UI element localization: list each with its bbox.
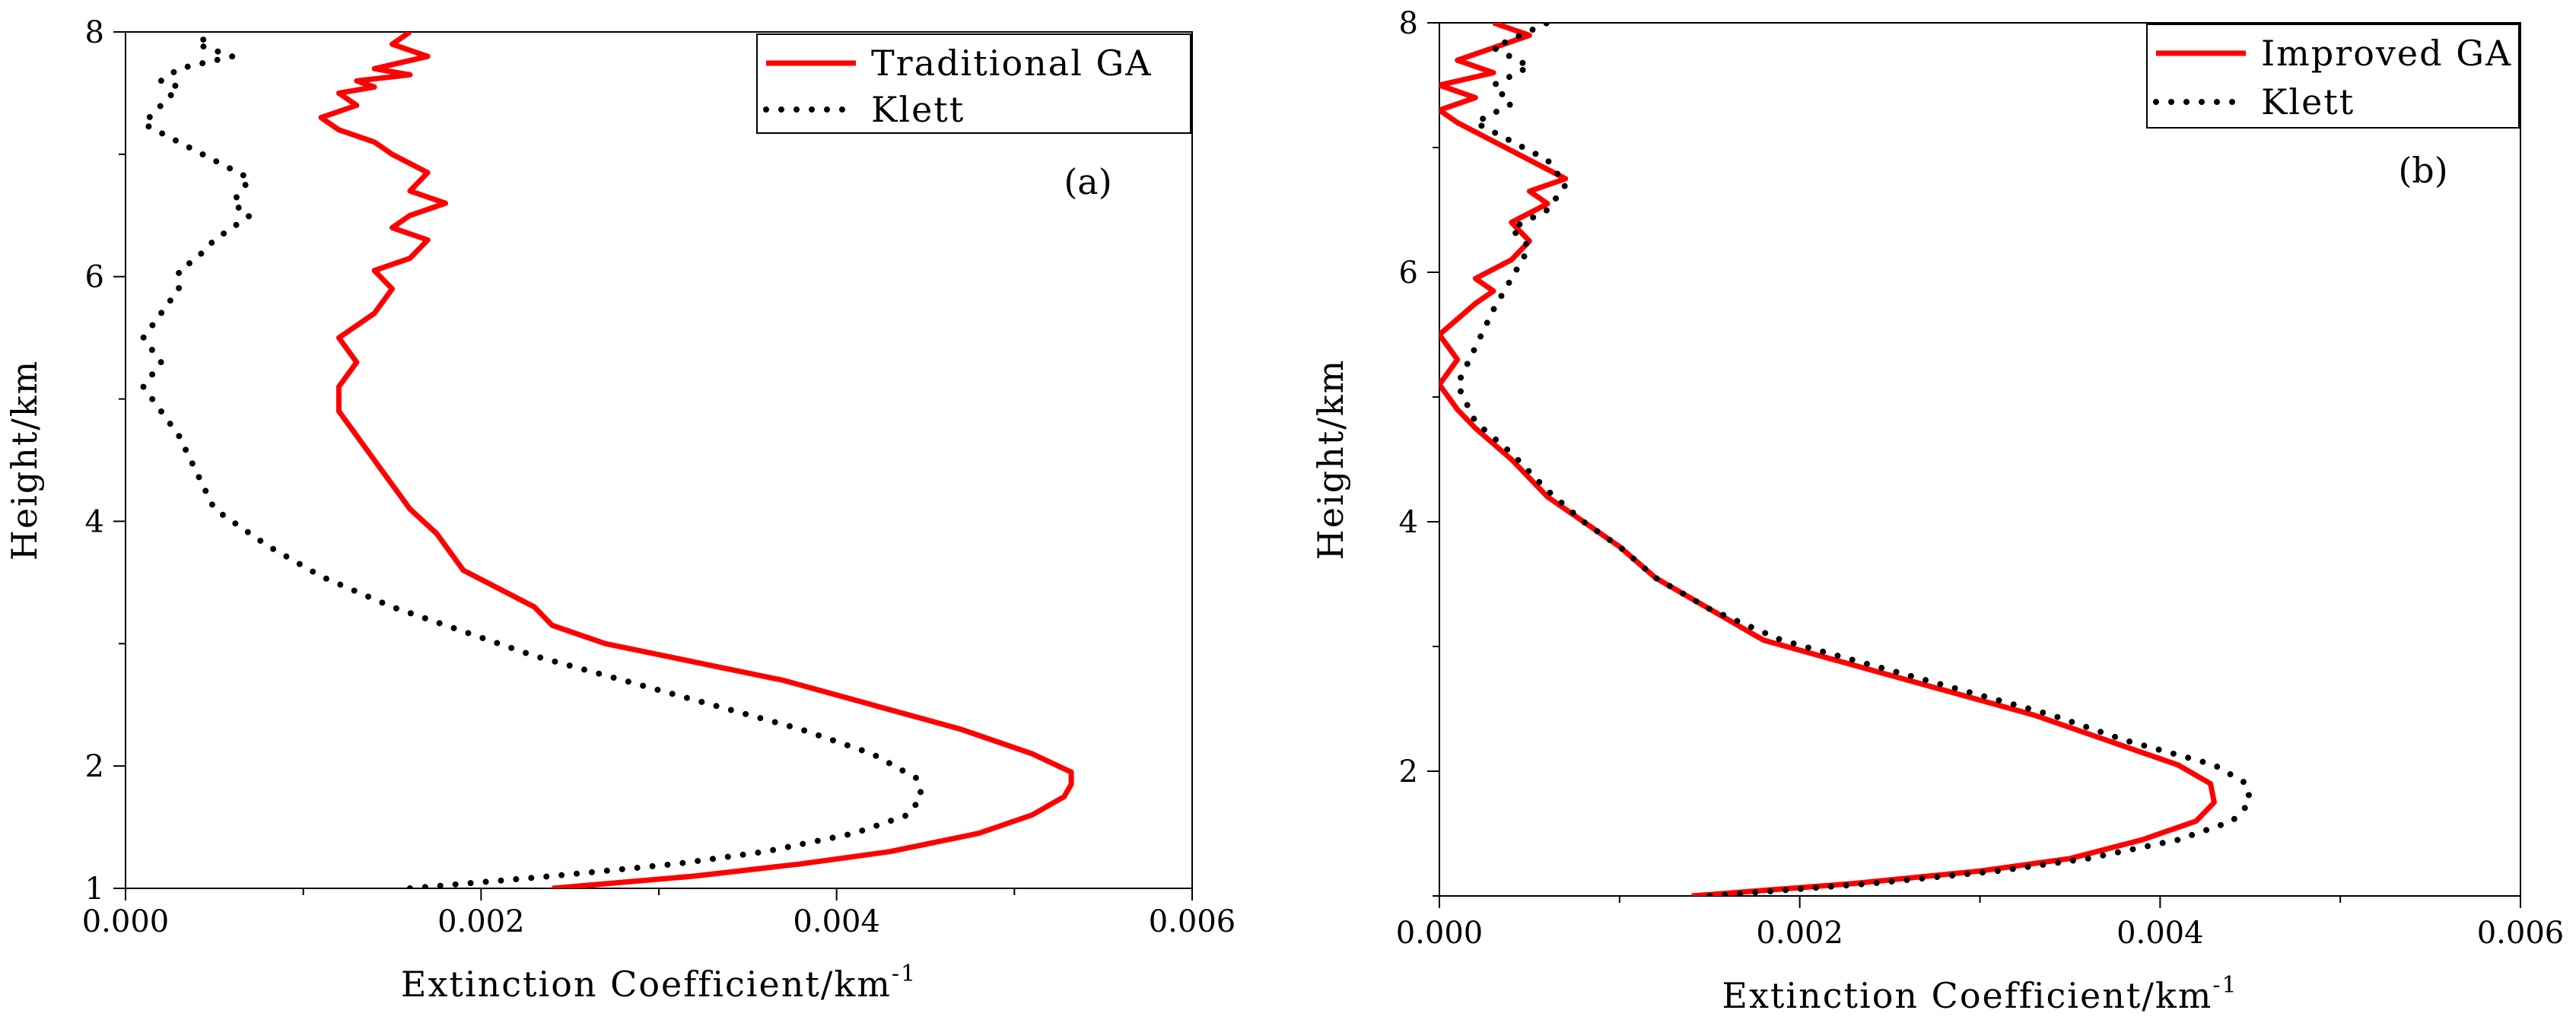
x-tick-label: 0.004: [2116, 916, 2204, 951]
y-tick-label: 8: [85, 15, 104, 50]
legend-label: Klett: [2261, 81, 2355, 122]
y-tick-label: 6: [85, 260, 104, 295]
x-axis-title-superscript: -1: [892, 961, 917, 987]
x-tick-label: 0.000: [82, 904, 170, 939]
x-axis-title: Extinction Coefficient/km-1: [401, 961, 917, 1005]
y-tick-label: 4: [85, 504, 104, 539]
series-line-improved-ga: [1439, 23, 2217, 896]
x-axis-title: Extinction Coefficient/km-1: [1722, 972, 2237, 1016]
x-tick-label: 0.004: [793, 904, 880, 939]
y-tick-label: 8: [1399, 6, 1418, 41]
x-tick-label: 0.006: [2477, 916, 2565, 951]
y-tick-label: 4: [1399, 505, 1418, 540]
x-axis-title-superscript: -1: [2212, 972, 2237, 999]
y-tick-label: 1: [85, 872, 104, 907]
plot-frame: [1439, 22, 2521, 897]
x-tick-label: 0.000: [1396, 916, 1484, 951]
panel-a: 0.000 0.002 0.004 0.006 1 2 4 6 8 Traditional GA K…: [4, 15, 1236, 1005]
y-axis-title: Height/km: [1310, 359, 1351, 561]
legend-label: Traditional GA: [871, 43, 1153, 84]
panel-b: 0.000 0.002 0.004 0.006 2 4 6 8 Improved GA Klett…: [1310, 6, 2564, 1016]
panel-label: (b): [2398, 150, 2447, 191]
legend-label: Klett: [871, 89, 965, 130]
x-tick-label: 0.002: [1756, 916, 1843, 951]
x-tick-label: 0.006: [1149, 904, 1236, 939]
y-tick-label: 6: [1399, 256, 1418, 291]
legend-box: [2146, 24, 2520, 129]
y-axis-title: Height/km: [4, 360, 45, 561]
y-tick-label: 2: [85, 749, 104, 784]
series-line-klett: [1454, 23, 2253, 896]
panel-label: (a): [1064, 161, 1111, 202]
legend-box: [756, 33, 1191, 134]
x-tick-label: 0.002: [437, 904, 525, 939]
y-tick-label: 2: [1399, 754, 1418, 789]
series-line-klett: [140, 32, 925, 888]
series-line-traditional-ga: [318, 32, 1074, 888]
legend-label: Improved GA: [2261, 33, 2512, 74]
plot-frame: [125, 31, 1193, 889]
